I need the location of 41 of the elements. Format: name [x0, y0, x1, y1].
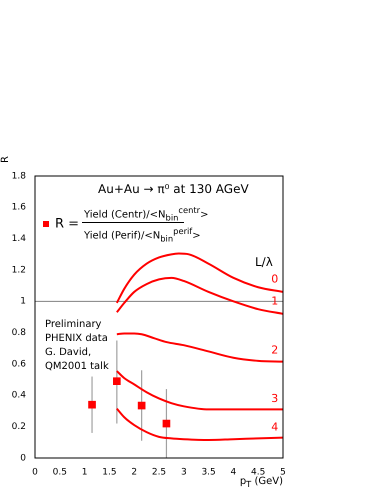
series-label: 3 [271, 392, 278, 405]
series-label: 2 [271, 344, 278, 357]
x-tick-label: 3.5 [201, 468, 216, 478]
line-series [116, 252, 283, 304]
x-tick-label: 4 [230, 468, 237, 478]
x-tick-label: 2 [131, 468, 138, 478]
series-label: 0 [271, 272, 278, 286]
annotation: Yield (Perif)/<N$_{bin}$$^{perif}$> [84, 226, 201, 244]
x-tick-label: 5 [280, 468, 286, 478]
y-tick-label: 0 [20, 453, 26, 464]
annotation: Preliminary PHENIX data G. David, QM2001 talk [45, 318, 109, 374]
y-tick-label: 1.4 [12, 234, 26, 244]
x-tick-label: 3 [180, 468, 187, 478]
point [162, 420, 170, 428]
y-tick-label: 1.6 [12, 202, 26, 213]
line-series [116, 408, 283, 441]
x-tick-label: 1.5 [102, 468, 117, 478]
x-axis-title: p$_{T}$ (GeV) [240, 476, 283, 489]
line-series [116, 370, 283, 410]
point [113, 377, 121, 386]
point [138, 402, 146, 410]
y-tick-label: 1.8 [12, 171, 26, 182]
legend-label: R = [55, 216, 80, 232]
y-axis-title: R [0, 156, 11, 163]
x-tick-label: 1 [82, 468, 88, 478]
y-tick-label: 0.4 [12, 390, 26, 401]
series-label: 1 [271, 294, 278, 308]
text: Au+Au → π⁰ at 130 AGeV [98, 182, 249, 196]
y-tick-label: 1 [20, 296, 26, 307]
y-tick-label: 0.6 [12, 359, 26, 370]
series-label: 4 [271, 420, 278, 434]
legend-title: L/λ [255, 255, 273, 269]
y-tick-label: 0.8 [12, 328, 26, 338]
line-series [116, 332, 283, 363]
point [88, 400, 96, 409]
annotation: Yield (Centr)/<N$_{bin}$$^{centr}$> [84, 205, 208, 222]
x-tick-label: 0 [32, 468, 38, 478]
x-tick-label: 0.5 [52, 468, 67, 478]
y-tick-label: 0.2 [12, 422, 26, 432]
x-tick-label: 2.5 [152, 468, 166, 478]
y-tick-label: 1.2 [12, 265, 26, 276]
